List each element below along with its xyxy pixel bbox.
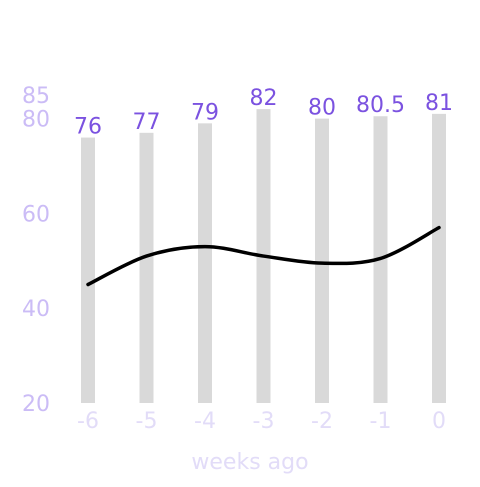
bar-value-label: 76 [74,115,102,140]
x-tick-label: -3 [253,409,275,434]
x-axis-ticks: -6 -5 -4 -3 -2 -1 0 [77,409,446,434]
trend-line [86,225,441,287]
bar-value-label: 80.5 [356,93,405,118]
bar [432,113,446,404]
x-tick-label: -1 [370,409,392,434]
bar [198,123,212,403]
y-tick-label: 85 [22,84,50,109]
bar-value-label: 81 [425,91,453,116]
y-tick-label: 40 [22,297,50,322]
x-tick-label: -6 [77,409,99,434]
y-tick-label: 20 [22,392,50,417]
bar-value-label: 82 [250,86,278,111]
x-tick-label: -2 [311,409,333,434]
trend-line-group [86,225,441,287]
x-tick-label: -5 [136,409,158,434]
x-axis-label: weeks ago [191,450,308,475]
y-tick-label: 60 [22,202,50,227]
bar-value-label: 80 [308,96,336,121]
bar-value-label: 79 [191,100,219,125]
bar [315,118,329,403]
bar-value-label: 77 [133,110,161,135]
y-tick-label: 80 [22,108,50,133]
x-tick-label: -4 [194,409,216,434]
x-tick-label: 0 [432,409,446,434]
bar-value-labels: 76 77 79 82 80 80.5 81 [74,86,453,139]
bar [139,132,154,403]
bar [81,137,95,403]
